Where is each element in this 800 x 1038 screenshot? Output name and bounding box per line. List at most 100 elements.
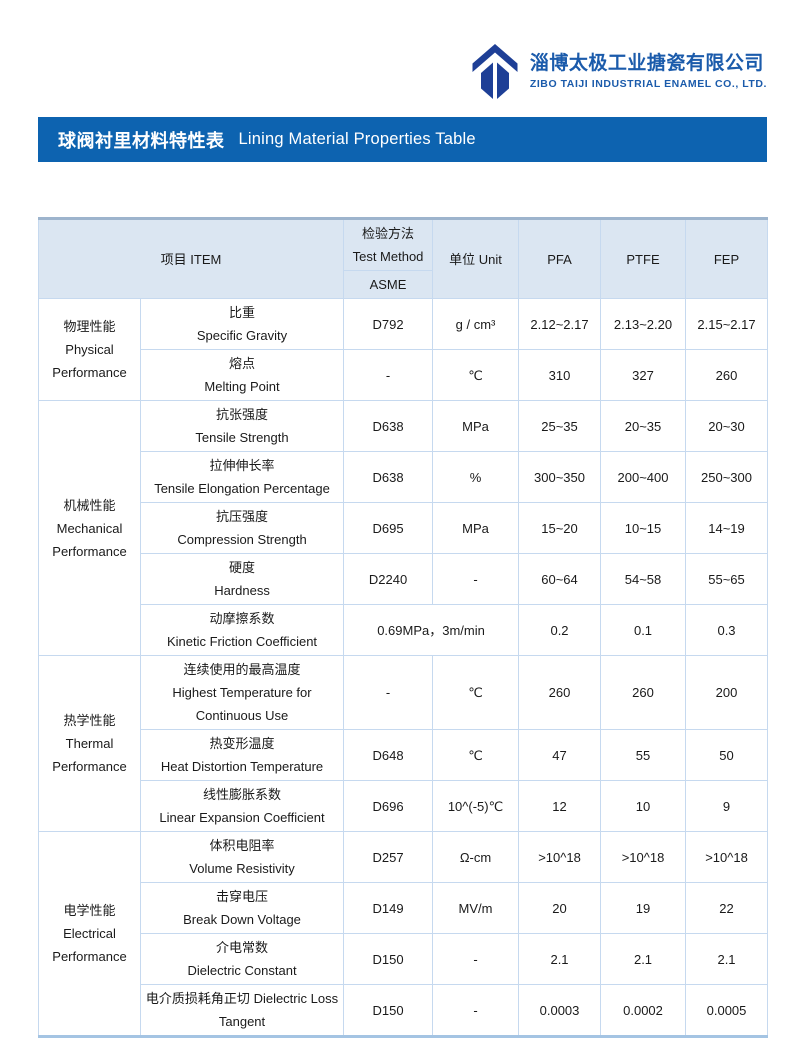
unit-cell: -: [432, 984, 520, 1037]
item-cell: 抗压强度 Compression Strength: [139, 502, 345, 554]
pfa-cell: 2.12~2.17: [518, 298, 602, 350]
ptfe-cell: 0.0002: [600, 984, 687, 1037]
page-content: 淄博太极工业搪瓷有限公司 ZIBO TAIJI INDUSTRIAL ENAME…: [37, 0, 769, 1038]
pfa-cell: 300~350: [518, 451, 602, 503]
fep-cell: 14~19: [685, 502, 769, 554]
table-header-subrow: ASME: [39, 270, 768, 299]
method-cell: D638: [343, 400, 434, 452]
method-cell: D257: [343, 831, 434, 883]
category-cell-electrical: 电学性能 Electrical Performance: [38, 831, 141, 1037]
ptfe-cell: 200~400: [600, 451, 687, 503]
item-zh: 抗压强度: [216, 509, 269, 524]
item-zh: 电介质损耗角正切: [145, 991, 250, 1006]
category-en: Mechanical Performance: [52, 520, 127, 559]
item-en: Linear Expansion Coefficient: [159, 810, 325, 825]
item-zh: 熔点: [229, 356, 256, 371]
item-cell: 击穿电压 Break Down Voltage: [139, 882, 345, 934]
item-zh: 线性膨胀系数: [203, 787, 282, 802]
item-cell: 热变形温度 Heat Distortion Temperature: [139, 729, 345, 781]
ptfe-cell: 260: [600, 655, 687, 730]
method-unit-merged-cell: 0.69MPa，3m/min: [343, 604, 520, 656]
item-en: Highest Temperature for Continuous Use: [172, 685, 312, 723]
header-fep: FEP: [685, 218, 769, 299]
fep-cell: 55~65: [685, 553, 769, 605]
category-cell-physical: 物理性能 Physical Performance: [38, 298, 141, 401]
ptfe-cell: 19: [600, 882, 687, 934]
item-en: Break Down Voltage: [183, 912, 301, 927]
item-en: Compression Strength: [177, 532, 307, 547]
company-name-block: 淄博太极工业搪瓷有限公司 ZIBO TAIJI INDUSTRIAL ENAME…: [530, 51, 767, 91]
item-zh: 介电常数: [216, 940, 269, 955]
item-en: Hardness: [214, 583, 270, 598]
method-cell: D150: [343, 933, 434, 985]
pfa-cell: 2.1: [518, 933, 602, 985]
method-cell: D696: [343, 780, 434, 832]
ptfe-cell: 327: [600, 349, 687, 401]
category-en: Thermal Performance: [52, 736, 127, 774]
category-zh: 机械性能: [63, 497, 116, 513]
ptfe-cell: 2.13~2.20: [600, 298, 687, 350]
method-cell: D2240: [343, 553, 434, 605]
item-en: Tensile Elongation Percentage: [154, 481, 330, 496]
fep-cell: 0.0005: [685, 984, 769, 1037]
header-ptfe: PTFE: [600, 218, 687, 299]
table-row: 介电常数 Dielectric Constant D150 - 2.1 2.1 …: [39, 933, 769, 985]
fep-cell: 250~300: [685, 451, 769, 503]
pfa-cell: 310: [518, 349, 602, 401]
header-item: 项目 ITEM: [37, 218, 345, 299]
method-cell: D149: [343, 882, 434, 934]
fep-cell: 0.3: [685, 604, 769, 656]
item-cell: 体积电阻率 Volume Resistivity: [139, 831, 345, 883]
taiji-logo-mark-icon: [472, 44, 518, 99]
pfa-cell: 20: [518, 882, 602, 934]
item-en: Melting Point: [204, 379, 280, 394]
table-row: 抗压强度 Compression Strength D695 MPa 15~20…: [39, 502, 769, 554]
unit-cell: MPa: [432, 502, 520, 554]
page-title-bar: 球阀衬里材料特性表 Lining Material Properties Tab…: [38, 117, 767, 162]
item-cell: 比重 Specific Gravity: [139, 298, 345, 350]
method-cell: D695: [343, 502, 434, 554]
unit-cell: g / cm³: [432, 298, 520, 350]
pfa-cell: 25~35: [518, 400, 602, 452]
table-row: 热学性能 Thermal Performance 连续使用的最高温度 Highe…: [38, 655, 769, 832]
category-cell-thermal: 热学性能 Thermal Performance: [38, 655, 141, 832]
item-zh: 体积电阻率: [209, 838, 275, 853]
pfa-cell: 60~64: [518, 553, 602, 605]
unit-cell: MV/m: [432, 882, 520, 934]
table-row: 击穿电压 Break Down Voltage D149 MV/m 20 19 …: [39, 882, 769, 934]
unit-cell: ℃: [432, 349, 520, 401]
fep-cell: 2.1: [685, 933, 769, 985]
table-row: 动摩擦系数 Kinetic Friction Coefficient 0.69M…: [39, 604, 769, 656]
table-row: 电学性能 Electrical Performance 体积电阻率 Volume…: [38, 831, 769, 1037]
item-zh: 击穿电压: [216, 889, 269, 904]
item-cell: 动摩擦系数 Kinetic Friction Coefficient: [139, 604, 345, 656]
unit-cell: ℃: [432, 729, 520, 781]
company-name-en: ZIBO TAIJI INDUSTRIAL ENAMEL CO., LTD.: [529, 78, 767, 90]
table-row: 物理性能 Physical Performance 比重 Specific Gr…: [38, 298, 769, 401]
item-en: Tensile Strength: [195, 430, 289, 445]
ptfe-cell: 55: [600, 729, 687, 781]
ptfe-cell: 54~58: [600, 553, 687, 605]
pfa-cell: >10^18: [518, 831, 602, 883]
table-header-row: 项目 ITEM 检验方法 Test Method 单位 Unit PFA PTF…: [37, 218, 769, 299]
unit-cell: Ω-cm: [432, 831, 520, 883]
method-cell: D638: [343, 451, 434, 503]
fep-cell: 200: [685, 655, 769, 730]
ptfe-cell: 10: [600, 780, 687, 832]
method-cell: D792: [343, 298, 434, 350]
category-zh: 热学性能: [63, 713, 116, 728]
category-en: Electrical Performance: [52, 926, 127, 964]
company-logo: 淄博太极工业搪瓷有限公司 ZIBO TAIJI INDUSTRIAL ENAME…: [470, 42, 767, 100]
ptfe-cell: >10^18: [600, 831, 687, 883]
item-cell: 抗张强度 Tensile Strength: [139, 400, 345, 452]
header-asme: ASME: [343, 270, 434, 299]
table-row: 熔点 Melting Point - ℃ 310 327 260: [39, 349, 769, 401]
page-title-en: Lining Material Properties Table: [238, 130, 476, 148]
unit-cell: %: [432, 451, 520, 503]
fep-cell: 260: [685, 349, 769, 401]
table-row: 机械性能 Mechanical Performance 抗张强度 Tensile…: [38, 400, 769, 656]
fep-cell: 9: [685, 780, 769, 832]
item-cell: 线性膨胀系数 Linear Expansion Coefficient: [139, 780, 345, 832]
ptfe-cell: 10~15: [600, 502, 687, 554]
table-wrapper: 项目 ITEM 检验方法 Test Method 单位 Unit PFA PTF…: [37, 217, 769, 1038]
